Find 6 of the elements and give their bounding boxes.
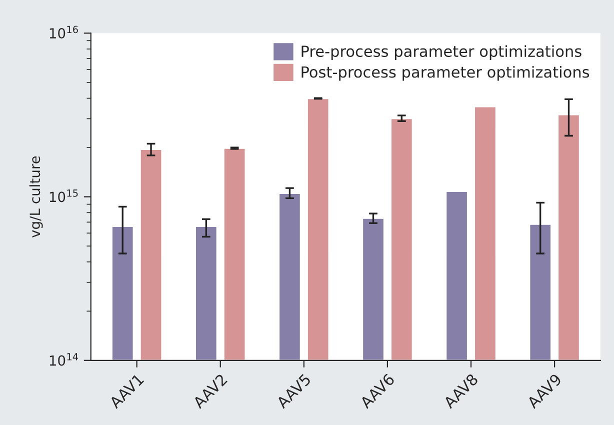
legend-label: Pre-process parameter optimizations — [302, 45, 582, 60]
y-tick-label: 10$^{14}$ — [50, 353, 78, 366]
legend-label: Post-process parameter optimizations — [302, 66, 590, 81]
y-tick-label: 10$^{15}$ — [50, 190, 78, 202]
y-tick-label: 10$^{16}$ — [50, 26, 78, 39]
y-axis-title: vg/L culture — [29, 156, 43, 238]
